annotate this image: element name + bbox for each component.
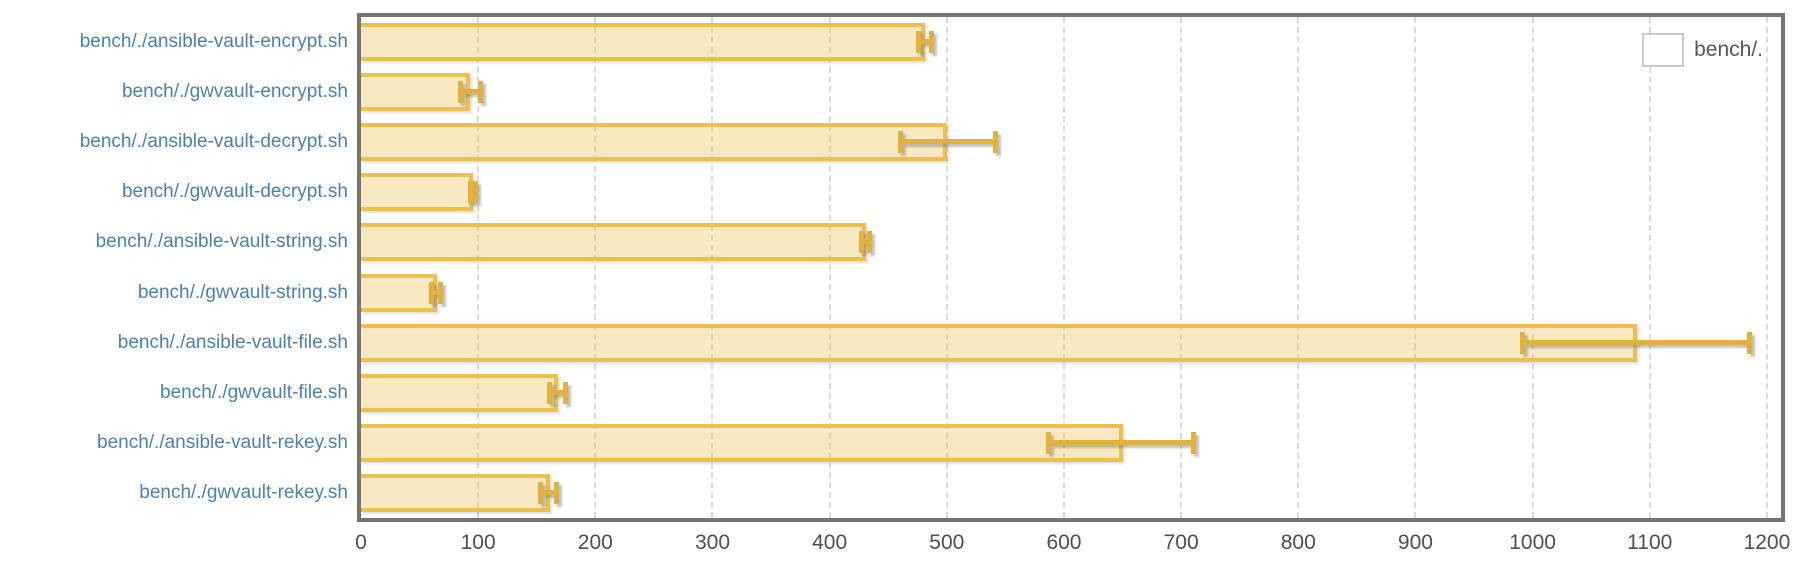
error-bar — [897, 131, 999, 154]
x-axis-tick-label: 500 — [929, 531, 965, 554]
legend-swatch — [1642, 33, 1685, 67]
x-axis-tick-label: 400 — [812, 531, 848, 554]
y-axis-label[interactable]: bench/./gwvault-decrypt.sh — [121, 181, 348, 203]
error-bar-cap-high — [928, 31, 934, 54]
benchmark-bar — [361, 373, 558, 412]
error-bar-line — [537, 489, 559, 495]
y-axis-label[interactable]: bench/./ansible-vault-encrypt.sh — [79, 31, 348, 53]
x-axis-tick-label: 600 — [1046, 531, 1082, 554]
legend[interactable]: bench/. — [1642, 33, 1763, 67]
x-axis-tick-label: 0 — [355, 531, 367, 554]
benchmark-bar — [361, 123, 947, 162]
error-bar — [916, 31, 934, 54]
error-bar-line — [858, 239, 872, 245]
benchmark-bar — [361, 273, 438, 312]
error-bar-cap-high — [563, 381, 569, 404]
error-bar-cap-high — [993, 131, 999, 154]
error-bar — [428, 281, 443, 304]
y-axis-label[interactable]: bench/./ansible-vault-decrypt.sh — [79, 131, 348, 153]
error-bar — [537, 481, 559, 504]
error-bar-cap-high — [866, 231, 872, 254]
benchmark-bar — [361, 173, 474, 212]
y-axis-label[interactable]: bench/./gwvault-encrypt.sh — [121, 81, 348, 103]
gridline-1100 — [1648, 17, 1651, 518]
x-axis-tick-label: 800 — [1280, 531, 1316, 554]
error-bar-cap-high — [553, 481, 559, 504]
error-bar-cap-low — [1046, 431, 1052, 454]
error-bar-cap-high — [477, 81, 483, 104]
chart-plot-area: bench/. — [357, 13, 1785, 522]
gridline-200 — [594, 17, 597, 518]
gridline-900 — [1414, 17, 1417, 518]
error-bar-cap-low — [428, 281, 434, 304]
gridline-100 — [477, 17, 480, 518]
error-bar-cap-low — [537, 481, 543, 504]
y-axis-label[interactable]: bench/./gwvault-file.sh — [160, 381, 348, 403]
benchmark-bar — [361, 73, 470, 112]
error-bar-cap-low — [547, 381, 553, 404]
gridline-800 — [1297, 17, 1300, 518]
error-bar — [858, 231, 872, 254]
error-bar-cap-high — [1746, 331, 1752, 354]
error-bar-line — [428, 289, 443, 295]
error-bar-cap-low — [458, 81, 464, 104]
benchmark-bar — [361, 323, 1637, 362]
gridline-600 — [1062, 17, 1065, 518]
gridline-1200 — [1765, 17, 1768, 518]
error-bar-line — [1519, 339, 1752, 345]
x-axis-tick-label: 300 — [694, 531, 731, 554]
benchmark-bar — [361, 423, 1123, 462]
y-axis-label[interactable]: bench/./ansible-vault-string.sh — [95, 231, 348, 253]
benchmark-bar — [361, 23, 925, 62]
benchmark-bar — [361, 223, 866, 262]
y-axis-label[interactable]: bench/./ansible-vault-rekey.sh — [97, 431, 348, 453]
x-axis-tick-label: 900 — [1397, 531, 1433, 554]
y-axis-label[interactable]: bench/./gwvault-string.sh — [137, 281, 348, 303]
x-axis-tick-label: 100 — [460, 531, 496, 554]
y-axis-labels: bench/./ansible-vault-encrypt.sh bench/./… — [0, 17, 348, 518]
y-axis-label[interactable]: bench/./ansible-vault-file.sh — [117, 331, 348, 353]
error-bar-cap-low — [1519, 331, 1525, 354]
error-bar-cap-low — [897, 131, 903, 154]
gridline-700 — [1180, 17, 1183, 518]
x-axis-tick-label: 1100 — [1627, 531, 1673, 554]
error-bar — [1046, 431, 1197, 454]
error-bar-cap-high — [1191, 431, 1197, 454]
benchmark-bar — [361, 473, 550, 512]
error-bar-line — [458, 89, 483, 95]
error-bar-line — [547, 389, 569, 395]
error-bar-cap-high — [473, 181, 479, 204]
legend-label: bench/. — [1694, 38, 1763, 61]
error-bar-line — [1046, 439, 1197, 445]
x-axis-tick-label: 1200 — [1743, 531, 1791, 554]
error-bar — [547, 381, 569, 404]
x-axis-tick-label: 700 — [1163, 531, 1199, 554]
error-bar-line — [916, 39, 934, 45]
error-bar-line — [467, 189, 479, 195]
y-axis-label[interactable]: bench/./gwvault-rekey.sh — [139, 481, 348, 503]
error-bar-line — [897, 139, 999, 145]
error-bar-cap-low — [916, 31, 922, 54]
error-bar — [1519, 331, 1752, 354]
gridline-400 — [828, 17, 831, 518]
x-axis-tick-label: 1000 — [1509, 531, 1556, 554]
gridline-300 — [711, 17, 714, 518]
gridline-500 — [945, 17, 948, 518]
gridline-1000 — [1531, 17, 1534, 518]
error-bar — [458, 81, 483, 104]
x-axis-tick-label: 200 — [577, 531, 613, 554]
error-bar — [467, 181, 479, 204]
x-axis-tick-labels: 0 100 200 300 400 500 600 700 800 900 1000 1100 1200 — [0, 531, 1802, 561]
error-bar-cap-high — [438, 281, 443, 304]
error-bar-cap-low — [858, 231, 864, 254]
error-bar-cap-low — [467, 181, 473, 204]
